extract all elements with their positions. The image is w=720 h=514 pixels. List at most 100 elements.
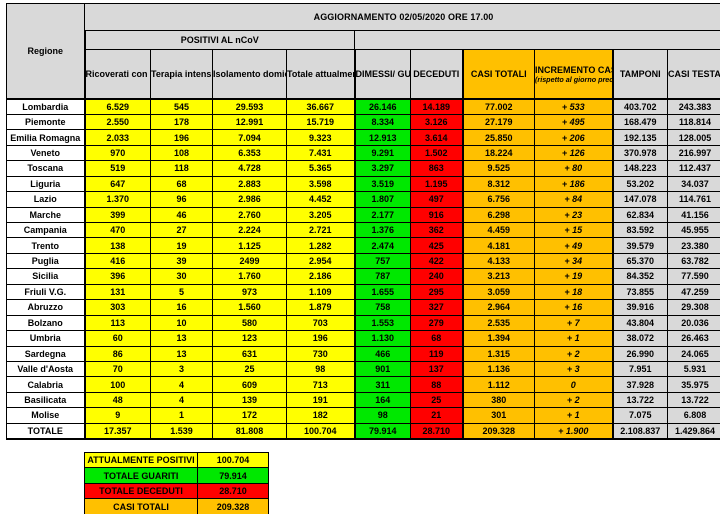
cell-deceduti: 28.710 (410, 422, 463, 440)
cell-deceduti: 863 (410, 160, 463, 177)
cell-incremento: + 495 (534, 113, 613, 131)
cell-totale-positivi: 2.721 (286, 221, 355, 239)
cell-deceduti: 119 (410, 345, 463, 362)
cell-isolamento: 172 (212, 407, 287, 424)
cell-dimessi: 164 (353, 391, 411, 409)
cell-casi-totali: 6.298 (461, 206, 535, 224)
cell-deceduti: 21 (410, 407, 463, 424)
cell-isolamento: 609 (212, 376, 287, 393)
table-row: Piemonte 2.550 178 12.991 15.719 8.334 3.126 27… (6, 113, 720, 131)
incremento-main-label: INCREMENTO CASI TOTALI (535, 64, 612, 75)
cell-tamponi: 7.075 (611, 407, 668, 424)
cell-isolamento: 25 (212, 360, 287, 378)
cell-terapia: 10 (150, 314, 213, 332)
summary-row: ATTUALMENTE POSITIVI 100.704 (84, 451, 269, 469)
cell-dimessi: 757 (353, 252, 411, 270)
cell-incremento: + 206 (534, 129, 613, 146)
cell-regione: Friuli V.G. (6, 283, 85, 301)
regional-covid-table: Regione AGGIORNAMENTO 02/05/2020 ORE 17.… (6, 3, 720, 440)
cell-casi-totali: 27.179 (461, 113, 535, 131)
table-row: Sardegna 86 13 631 730 466 119 1.315 + 2 26.990 24… (6, 345, 720, 362)
cell-incremento: + 80 (534, 160, 613, 177)
cell-terapia: 30 (150, 268, 213, 285)
cell-incremento: + 2 (534, 391, 613, 409)
cell-ricoverati: 86 (83, 345, 151, 362)
cell-terapia: 96 (150, 191, 213, 208)
cell-casi-totali: 4.133 (461, 252, 535, 270)
cell-incremento: + 16 (534, 299, 613, 316)
column-header-tamponi: TAMPONI (611, 49, 668, 100)
cell-deceduti: 3.126 (410, 113, 463, 131)
cell-incremento: + 34 (534, 252, 613, 270)
cell-terapia: 1.539 (150, 422, 213, 440)
cell-casi-totali: 3.213 (461, 268, 535, 285)
cell-regione: Sardegna (6, 345, 85, 362)
cell-regione: Bolzano (6, 314, 85, 332)
cell-tamponi: 370.978 (611, 144, 668, 162)
cell-dimessi: 8.334 (353, 113, 411, 131)
cell-casi-testati: 1.429.864 (666, 422, 720, 440)
table-row: Trento 138 19 1.125 1.282 2.474 425 4.181 + 49 39… (6, 237, 720, 254)
summary-row: TOTALE DECEDUTI 28.710 (84, 482, 269, 500)
cell-ricoverati: 2.033 (83, 129, 151, 146)
summary-body: ATTUALMENTE POSITIVI 100.704 TOTALE GUARIT… (84, 451, 269, 514)
column-header-casi-totali: CASI TOTALI (461, 49, 535, 100)
cell-totale-positivi: 1.109 (286, 283, 355, 301)
summary-row: TOTALE GUARITI 79.914 (84, 467, 269, 484)
cell-isolamento: 2499 (212, 252, 287, 270)
cell-tamponi: 403.702 (611, 97, 668, 115)
cell-deceduti: 14.189 (410, 97, 463, 115)
cell-regione: Puglia (6, 252, 85, 270)
cell-incremento: + 7 (534, 314, 613, 332)
cell-casi-totali: 9.525 (461, 160, 535, 177)
cell-isolamento: 12.991 (212, 113, 287, 131)
cell-terapia: 4 (150, 376, 213, 393)
cell-casi-totali: 18.224 (461, 144, 535, 162)
cell-dimessi: 1.553 (353, 314, 411, 332)
cell-casi-testati: 23.380 (666, 237, 720, 254)
cell-dimessi: 758 (353, 299, 411, 316)
cell-tamponi: 7.951 (611, 360, 668, 378)
cell-incremento: + 186 (534, 175, 613, 193)
cell-casi-totali: 301 (461, 407, 535, 424)
cell-incremento: + 3 (534, 360, 613, 378)
cell-isolamento: 139 (212, 391, 287, 409)
cell-isolamento: 973 (212, 283, 287, 301)
cell-terapia: 108 (150, 144, 213, 162)
cell-totale-positivi: 3.598 (286, 175, 355, 193)
cell-regione: Valle d'Aosta (6, 360, 85, 378)
cell-dimessi: 2.177 (353, 206, 411, 224)
cell-tamponi: 73.855 (611, 283, 668, 301)
cell-casi-testati: 112.437 (666, 160, 720, 177)
column-header-incremento-casi-totali: INCREMENTO CASI TOTALI(rispetto al giorn… (534, 49, 613, 100)
cell-tamponi: 84.352 (611, 268, 668, 285)
cell-tamponi: 147.078 (611, 191, 668, 208)
group-row: POSITIVI AL nCoV (7, 30, 720, 50)
cell-tamponi: 2.108.837 (611, 422, 668, 440)
cell-dimessi: 1.130 (353, 330, 411, 347)
cell-regione: Abruzzo (6, 299, 85, 316)
cell-ricoverati: 138 (83, 237, 151, 254)
cell-isolamento: 580 (212, 314, 287, 332)
cell-ricoverati: 416 (83, 252, 151, 270)
cell-casi-testati: 13.722 (666, 391, 720, 409)
cell-terapia: 13 (150, 345, 213, 362)
cell-isolamento: 2.883 (212, 175, 287, 193)
cell-casi-testati: 47.259 (666, 283, 720, 301)
cell-casi-testati: 5.931 (666, 360, 720, 378)
cell-casi-totali: 25.850 (461, 129, 535, 146)
cell-terapia: 178 (150, 113, 213, 131)
cell-ricoverati: 1.370 (83, 191, 151, 208)
cell-casi-totali: 4.181 (461, 237, 535, 254)
cell-tamponi: 65.370 (611, 252, 668, 270)
cell-casi-testati: 26.463 (666, 330, 720, 347)
cell-dimessi: 26.146 (353, 97, 411, 115)
cell-incremento: + 126 (534, 144, 613, 162)
cell-totale-positivi: 100.704 (286, 422, 355, 440)
cell-deceduti: 25 (410, 391, 463, 409)
cell-tamponi: 39.579 (611, 237, 668, 254)
column-header-ricoverati: Ricoverati con sintomi (83, 49, 151, 100)
cell-deceduti: 68 (410, 330, 463, 347)
column-header-dimessi-guariti: DIMESSI/ GUARITI (353, 49, 411, 100)
cell-casi-totali: 8.312 (461, 175, 535, 193)
